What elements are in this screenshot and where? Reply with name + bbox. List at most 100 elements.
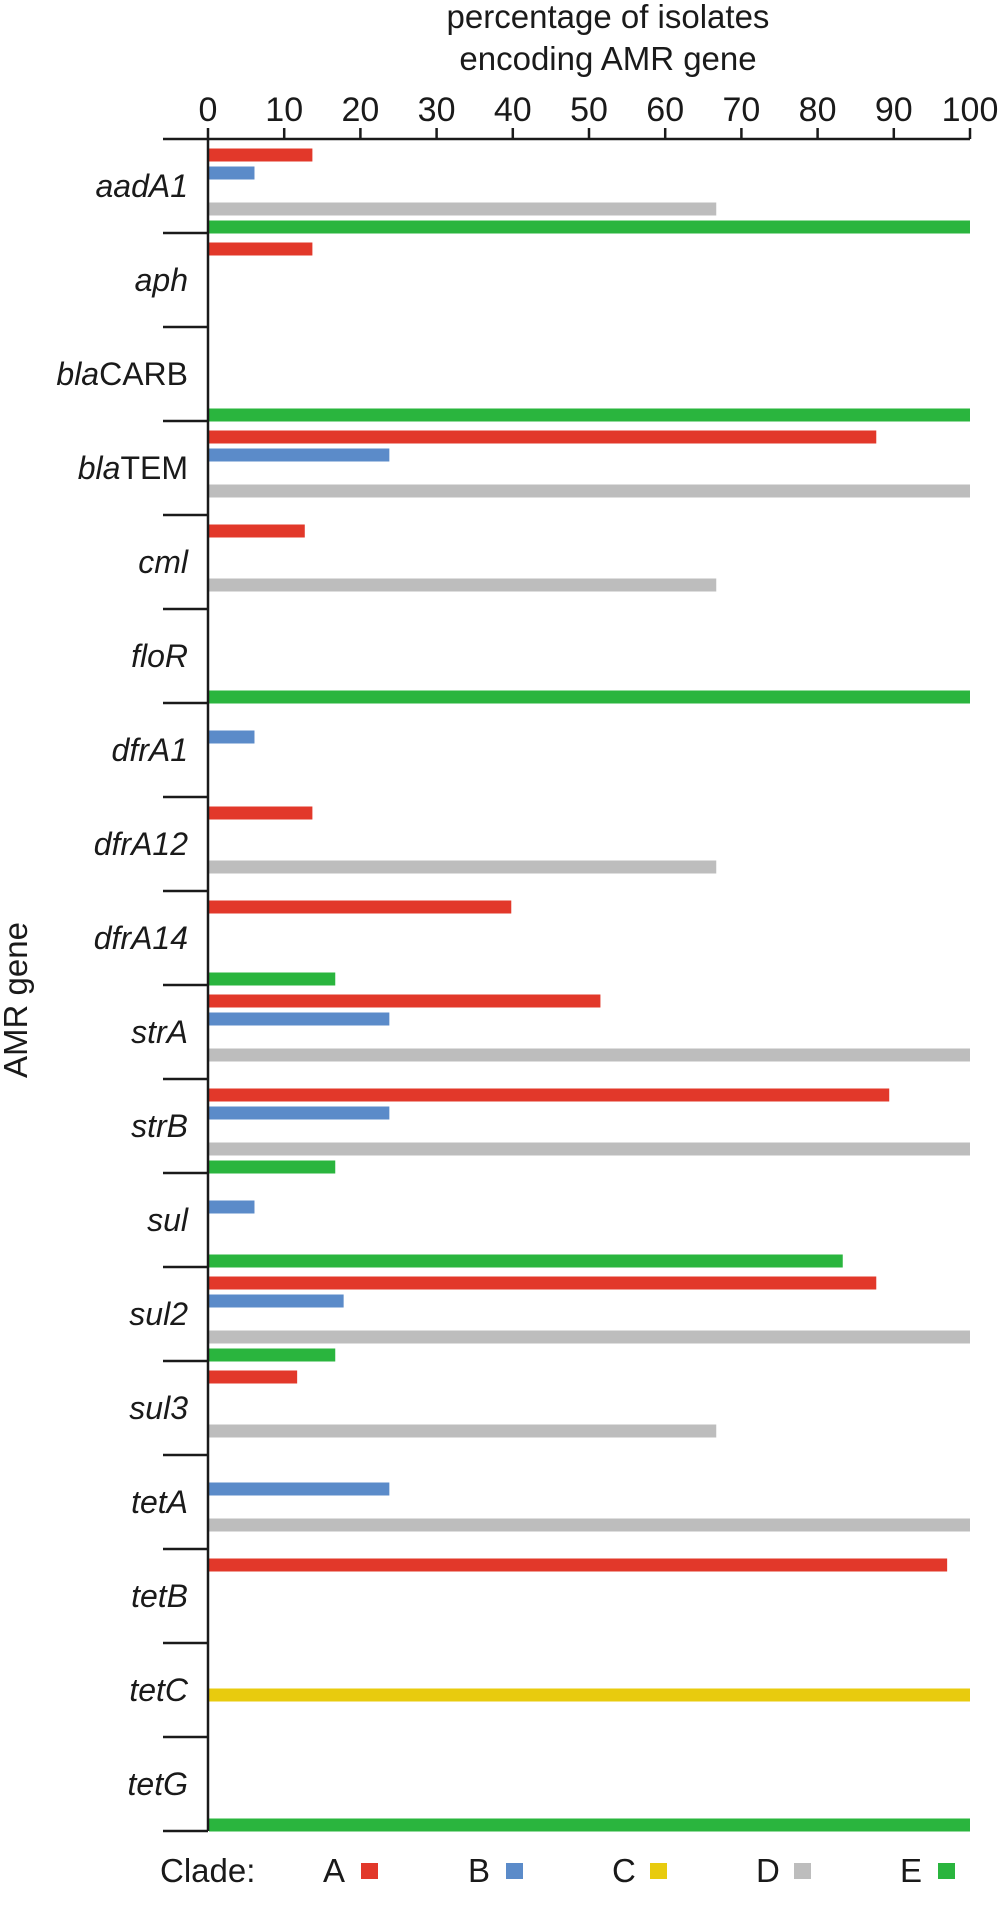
- gene-label-tetG: tetG: [128, 1766, 188, 1802]
- gene-label-part: CARB: [99, 356, 188, 392]
- bar-aadA1-clade-D: [209, 202, 717, 216]
- bar-tetC-clade-C: [209, 1688, 970, 1702]
- bar-cml-clade-D: [209, 578, 717, 592]
- gene-label-part: dfrA12: [94, 826, 188, 862]
- gene-label-sul: sul: [147, 1202, 189, 1238]
- gene-label-part: strB: [131, 1108, 188, 1144]
- gene-label-part: tetB: [131, 1578, 188, 1614]
- bar-floR-clade-E: [209, 690, 970, 704]
- bar-strA-clade-D: [209, 1048, 970, 1062]
- bars: [209, 148, 970, 1832]
- x-tick-label: 70: [722, 91, 760, 129]
- gene-label-strB: strB: [131, 1108, 188, 1144]
- gene-label-part: sul2: [129, 1296, 188, 1332]
- x-tick-label: 90: [875, 91, 913, 129]
- bar-sul2-clade-A: [209, 1276, 877, 1290]
- bar-tetB-clade-A: [209, 1558, 948, 1572]
- legend-entry-C: C: [612, 1852, 636, 1889]
- gene-label-aph: aph: [135, 262, 188, 298]
- bar-sul3-clade-A: [209, 1370, 298, 1384]
- gene-label-dfrA14: dfrA14: [94, 920, 188, 956]
- gene-label-part: tetC: [129, 1672, 189, 1708]
- gene-label-sul2: sul2: [129, 1296, 188, 1332]
- gene-label-sul3: sul3: [129, 1390, 188, 1426]
- gene-label-part: bla: [56, 356, 99, 392]
- gene-label-part: dfrA14: [94, 920, 188, 956]
- bar-aadA1-clade-E: [209, 220, 970, 234]
- gene-label-part: TEM: [120, 450, 188, 486]
- x-tick-label: 100: [942, 91, 999, 129]
- bar-blaTEM-clade-D: [209, 484, 970, 498]
- gene-label-part: dfrA1: [112, 732, 188, 768]
- x-tick-label: 40: [494, 91, 532, 129]
- y-axis-title: AMR gene: [0, 922, 34, 1078]
- bar-aadA1-clade-A: [209, 148, 313, 162]
- x-tick-label: 80: [799, 91, 837, 129]
- bar-dfrA12-clade-D: [209, 860, 717, 874]
- gene-label-blaTEM: blaTEM: [78, 450, 188, 486]
- x-tick-label: 10: [265, 91, 303, 129]
- bar-tetA-clade-D: [209, 1518, 970, 1532]
- gene-label-blaCARB: blaCARB: [56, 356, 188, 392]
- bar-sul2-clade-E: [209, 1348, 336, 1362]
- gene-label-part: strA: [131, 1014, 188, 1050]
- x-axis: 0 10 20 30 40 50 60 70 80 90 100: [199, 91, 999, 141]
- bar-blaCARB-clade-E: [209, 408, 970, 422]
- bar-strB-clade-D: [209, 1142, 970, 1156]
- legend-entry-E: E: [900, 1852, 922, 1889]
- gene-label-dfrA1: dfrA1: [112, 732, 188, 768]
- legend-entry-D: D: [756, 1852, 780, 1889]
- gene-label-dfrA12: dfrA12: [94, 826, 188, 862]
- x-tick-label: 50: [570, 91, 608, 129]
- gene-label-tetA: tetA: [131, 1484, 188, 1520]
- gene-label-part: tetG: [128, 1766, 188, 1802]
- x-tick-label: 0: [199, 91, 218, 129]
- bar-tetA-clade-B: [209, 1482, 390, 1496]
- bar-blaTEM-clade-A: [209, 430, 877, 444]
- gene-label-part: tetA: [131, 1484, 188, 1520]
- x-tick-label: 60: [646, 91, 684, 129]
- y-axis-title-text: AMR gene: [0, 922, 34, 1078]
- gene-label-part: aadA1: [95, 168, 188, 204]
- bar-strB-clade-A: [209, 1088, 890, 1102]
- bar-sul2-clade-D: [209, 1330, 970, 1344]
- bar-dfrA14-clade-E: [209, 972, 336, 986]
- legend-swatch-C: [650, 1863, 667, 1879]
- legend-swatch-A: [361, 1863, 378, 1879]
- gene-label-floR: floR: [131, 638, 188, 674]
- legend-swatch-D: [794, 1863, 811, 1879]
- gene-label-cml: cml: [138, 544, 189, 580]
- y-axis: aadA1aphblaCARBblaTEMcmlfloRdfrA1dfrA12d…: [56, 137, 210, 1833]
- bar-strB-clade-E: [209, 1160, 336, 1174]
- legend: Clade: A B C D E: [160, 1852, 955, 1889]
- bar-aph-clade-A: [209, 242, 313, 256]
- x-axis-title-line: percentage of isolates: [447, 0, 770, 35]
- gene-label-part: floR: [131, 638, 188, 674]
- x-tick-label: 20: [341, 91, 379, 129]
- x-axis-title-line: encoding AMR gene: [459, 40, 756, 77]
- bar-sul-clade-B: [209, 1200, 255, 1214]
- bar-sul2-clade-B: [209, 1294, 344, 1308]
- bar-aadA1-clade-B: [209, 166, 255, 180]
- bar-sul-clade-E: [209, 1254, 843, 1268]
- bar-cml-clade-A: [209, 524, 305, 538]
- gene-label-part: sul3: [129, 1390, 188, 1426]
- legend-entry-A: A: [323, 1852, 345, 1889]
- bar-blaTEM-clade-B: [209, 448, 390, 462]
- bar-dfrA12-clade-A: [209, 806, 313, 820]
- gene-label-part: cml: [138, 544, 189, 580]
- bar-sul3-clade-D: [209, 1424, 717, 1438]
- gene-label-part: sul: [147, 1202, 189, 1238]
- x-tick-label: 30: [418, 91, 456, 129]
- bar-strB-clade-B: [209, 1106, 390, 1120]
- legend-swatch-E: [938, 1863, 955, 1879]
- bar-dfrA14-clade-A: [209, 900, 512, 914]
- bar-strA-clade-A: [209, 994, 601, 1008]
- gene-label-strA: strA: [131, 1014, 188, 1050]
- gene-label-tetC: tetC: [129, 1672, 189, 1708]
- legend-entry-B: B: [468, 1852, 490, 1889]
- gene-label-part: aph: [135, 262, 188, 298]
- x-axis-title: percentage of isolates encoding AMR gene: [447, 0, 770, 77]
- gene-label-part: bla: [78, 450, 121, 486]
